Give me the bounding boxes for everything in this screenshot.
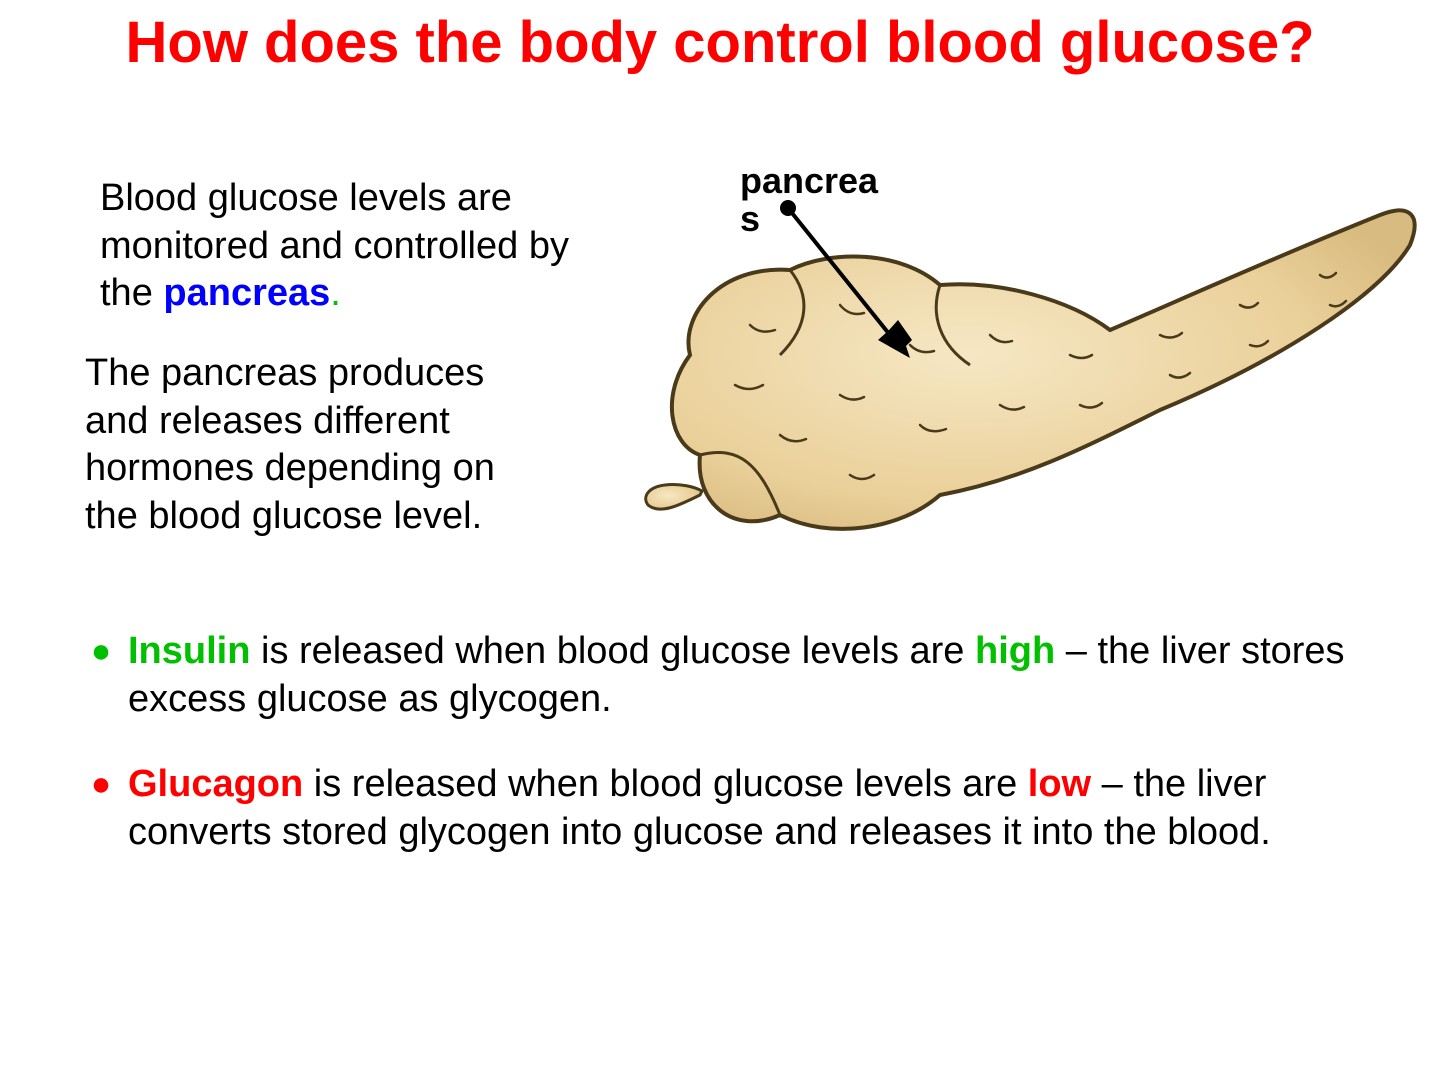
intro-paragraph-2: The pancreas produces and releases diffe… — [85, 350, 525, 540]
keyword-insulin: Insulin — [128, 630, 250, 672]
pancreas-arrow — [770, 200, 970, 400]
bullet-dot-1: ● — [80, 628, 122, 676]
pancreas-duct — [646, 484, 702, 509]
keyword-glucagon: Glucagon — [128, 763, 303, 805]
bullet-glucagon: ● Glucagon is released when blood glucos… — [80, 761, 1360, 856]
keyword-high: high — [975, 630, 1055, 672]
bullet-list: ● Insulin is released when blood glucose… — [80, 628, 1360, 894]
pancreas-svg — [640, 195, 1420, 575]
bullet1-mid1: is released when blood glucose levels ar… — [250, 630, 975, 672]
bullet-dot-2: ● — [80, 761, 122, 809]
slide-title: How does the body control blood glucose? — [0, 0, 1440, 77]
pancreas-illustration — [640, 195, 1420, 575]
pancreas-label-line1: pancrea — [740, 160, 878, 201]
intro-paragraph-1: Blood glucose levels are monitored and c… — [100, 175, 620, 318]
keyword-low: low — [1028, 763, 1091, 805]
arrow-shaft — [788, 208, 902, 350]
bullet-text-1: Insulin is released when blood glucose l… — [122, 628, 1360, 723]
intro1-keyword-pancreas: pancreas — [163, 272, 330, 314]
pancreas-label-line2: s — [740, 198, 760, 239]
bullet2-mid1: is released when blood glucose levels ar… — [303, 763, 1028, 805]
intro1-period: . — [330, 272, 341, 314]
bullet-text-2: Glucagon is released when blood glucose … — [122, 761, 1360, 856]
bullet-insulin: ● Insulin is released when blood glucose… — [80, 628, 1360, 723]
slide: How does the body control blood glucose?… — [0, 0, 1440, 1080]
